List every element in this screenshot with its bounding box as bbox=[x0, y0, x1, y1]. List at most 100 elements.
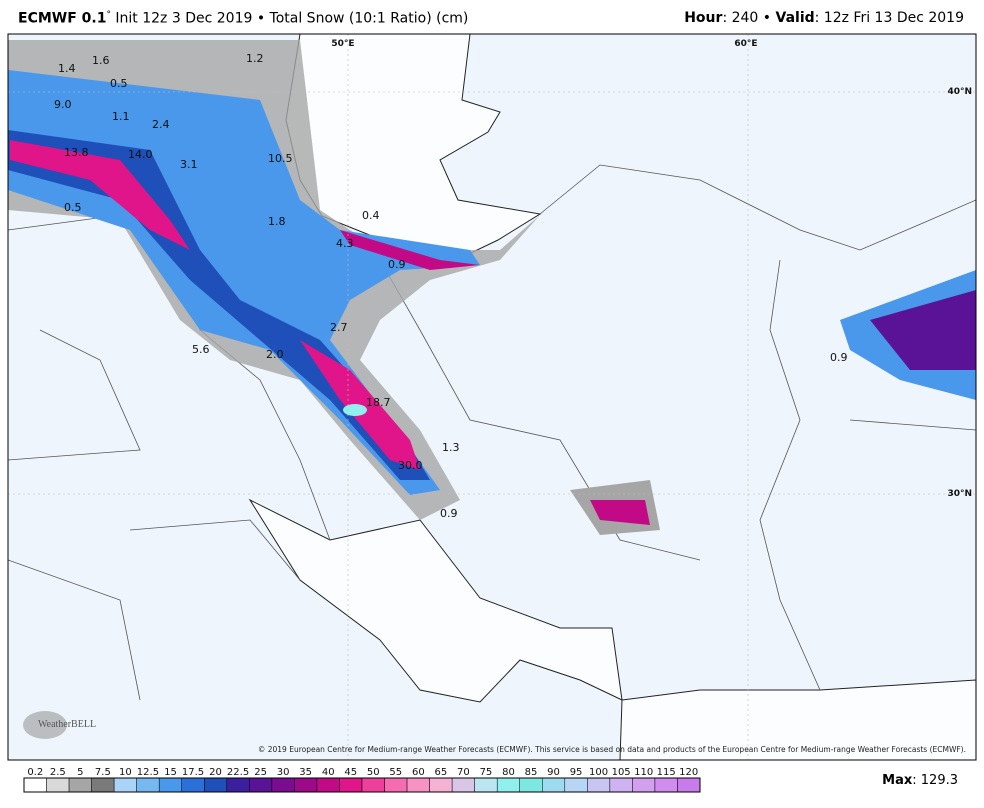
legend-tick: 70 bbox=[457, 767, 470, 778]
legend-swatch bbox=[429, 777, 453, 793]
valid-label: Valid bbox=[775, 10, 815, 26]
legend-tick: 12.5 bbox=[137, 767, 159, 778]
grid-label: 40°N bbox=[947, 87, 972, 97]
legend-tick: 65 bbox=[434, 767, 447, 778]
snow-label: 30.0 bbox=[398, 459, 423, 472]
legend-swatch bbox=[316, 777, 340, 793]
valid-value: : 12z Fri 13 Dec 2019 bbox=[814, 10, 964, 26]
degree: ° bbox=[106, 10, 111, 20]
header: ECMWF 0.1° Init 12z 3 Dec 2019 • Total S… bbox=[0, 0, 984, 34]
snow-label: 1.4 bbox=[58, 62, 76, 75]
logo-mark bbox=[23, 711, 67, 739]
legend-swatch bbox=[23, 777, 47, 793]
legend-tick: 45 bbox=[344, 767, 357, 778]
legend-swatch bbox=[271, 777, 295, 793]
legend-swatch bbox=[158, 777, 182, 793]
legend-tick: 50 bbox=[367, 767, 380, 778]
header-left: ECMWF 0.1° Init 12z 3 Dec 2019 • Total S… bbox=[18, 10, 468, 27]
legend-tick: 2.5 bbox=[50, 767, 66, 778]
legend-tick: 100 bbox=[589, 767, 608, 778]
grid-label: 60°E bbox=[734, 39, 757, 49]
description: Init 12z 3 Dec 2019 • Total Snow (10:1 R… bbox=[115, 10, 469, 27]
max: Max: 129.3 bbox=[882, 773, 958, 788]
legend-tick: 85 bbox=[525, 767, 538, 778]
legend-tick: 15 bbox=[164, 767, 177, 778]
snow-label: 1.2 bbox=[246, 52, 264, 65]
snow-label: 1.8 bbox=[268, 215, 286, 228]
model: ECMWF 0.1 bbox=[18, 10, 107, 27]
legend-swatch bbox=[564, 777, 588, 793]
snow-label: 5.6 bbox=[192, 343, 210, 356]
legend-swatch bbox=[542, 777, 566, 793]
legend-tick: 55 bbox=[389, 767, 402, 778]
legend-swatch bbox=[113, 777, 137, 793]
legend-swatch bbox=[474, 777, 498, 793]
header-right: Hour: 240 • Valid: 12z Fri 13 Dec 2019 bbox=[684, 10, 964, 26]
legend-tick: 25 bbox=[254, 767, 267, 778]
legend-swatch bbox=[46, 777, 70, 793]
legend-swatch bbox=[339, 777, 363, 793]
persian-gulf bbox=[248, 498, 623, 703]
snow-label: 0.5 bbox=[110, 77, 128, 90]
legend-swatch bbox=[654, 777, 678, 793]
legend-tick: 95 bbox=[570, 767, 583, 778]
snow-label: 18.7 bbox=[366, 396, 391, 409]
snow bbox=[8, 40, 976, 535]
snow-label: 1.6 bbox=[92, 54, 110, 67]
legend-tick: 20 bbox=[209, 767, 222, 778]
legend-tick: 7.5 bbox=[95, 767, 111, 778]
grid-label: 50°E bbox=[331, 39, 354, 49]
arabian-sea bbox=[619, 679, 976, 760]
legend-swatch bbox=[587, 777, 611, 793]
snow-label: 2.0 bbox=[266, 348, 284, 361]
legend-swatch bbox=[451, 777, 475, 793]
legend-tick: 22.5 bbox=[227, 767, 249, 778]
legend-tick: 10 bbox=[119, 767, 132, 778]
snow-label: 0.9 bbox=[440, 507, 458, 520]
legend-tick: 120 bbox=[679, 767, 698, 778]
legend-swatch bbox=[519, 777, 543, 793]
legend-tick: 75 bbox=[480, 767, 493, 778]
snow-label: 2.7 bbox=[330, 321, 348, 334]
legend: 0.2 2.5 5 7.5 10 12.5 15 17.5 20 22.5 25 30 35 40 45 50… bbox=[23, 767, 701, 793]
legend-tick: 110 bbox=[634, 767, 653, 778]
snow-label: 1.1 bbox=[112, 110, 130, 123]
snow-label: 2.4 bbox=[152, 118, 170, 131]
map-body: 1.4 1.6 1.2 0.5 9.0 1.1 2.4 13.8 14.0 3.1 10.5 0.5 1… bbox=[8, 34, 976, 760]
snow-label: 10.5 bbox=[268, 152, 293, 165]
legend-swatch bbox=[496, 777, 520, 793]
legend-tick: 105 bbox=[612, 767, 631, 778]
snow-label: 0.9 bbox=[388, 258, 406, 271]
legend-tick: 60 bbox=[412, 767, 425, 778]
snow-label: 1.3 bbox=[442, 441, 460, 454]
snow-label: 13.8 bbox=[64, 146, 89, 159]
legend-tick: 80 bbox=[502, 767, 515, 778]
legend-swatch bbox=[609, 777, 633, 793]
snow-label: 0.5 bbox=[64, 201, 82, 214]
legend-swatch bbox=[136, 777, 160, 793]
snow-label: 4.3 bbox=[336, 237, 354, 250]
legend-swatch bbox=[406, 777, 430, 793]
legend-swatch bbox=[204, 777, 228, 793]
legend-tick: 17.5 bbox=[182, 767, 204, 778]
logo: WeatherBELL bbox=[38, 719, 96, 730]
legend-swatch bbox=[294, 777, 318, 793]
graticule bbox=[8, 34, 976, 760]
snow-label: 0.4 bbox=[362, 209, 380, 222]
snow-label: 14.0 bbox=[128, 148, 153, 161]
legend-tick: 90 bbox=[547, 767, 560, 778]
snow-label: 3.1 bbox=[180, 158, 198, 171]
copyright: © 2019 European Centre for Medium-range … bbox=[258, 745, 966, 754]
max-value: : 129.3 bbox=[912, 773, 958, 788]
legend-swatch bbox=[677, 777, 701, 793]
legend-swatch bbox=[384, 777, 408, 793]
grid-label: 30°N bbox=[947, 489, 972, 499]
max-label: Max bbox=[882, 773, 913, 788]
legend-swatch bbox=[68, 777, 92, 793]
legend-tick: 115 bbox=[657, 767, 676, 778]
legend-tick: 35 bbox=[299, 767, 312, 778]
legend-swatch bbox=[249, 777, 273, 793]
legend-swatch bbox=[361, 777, 385, 793]
